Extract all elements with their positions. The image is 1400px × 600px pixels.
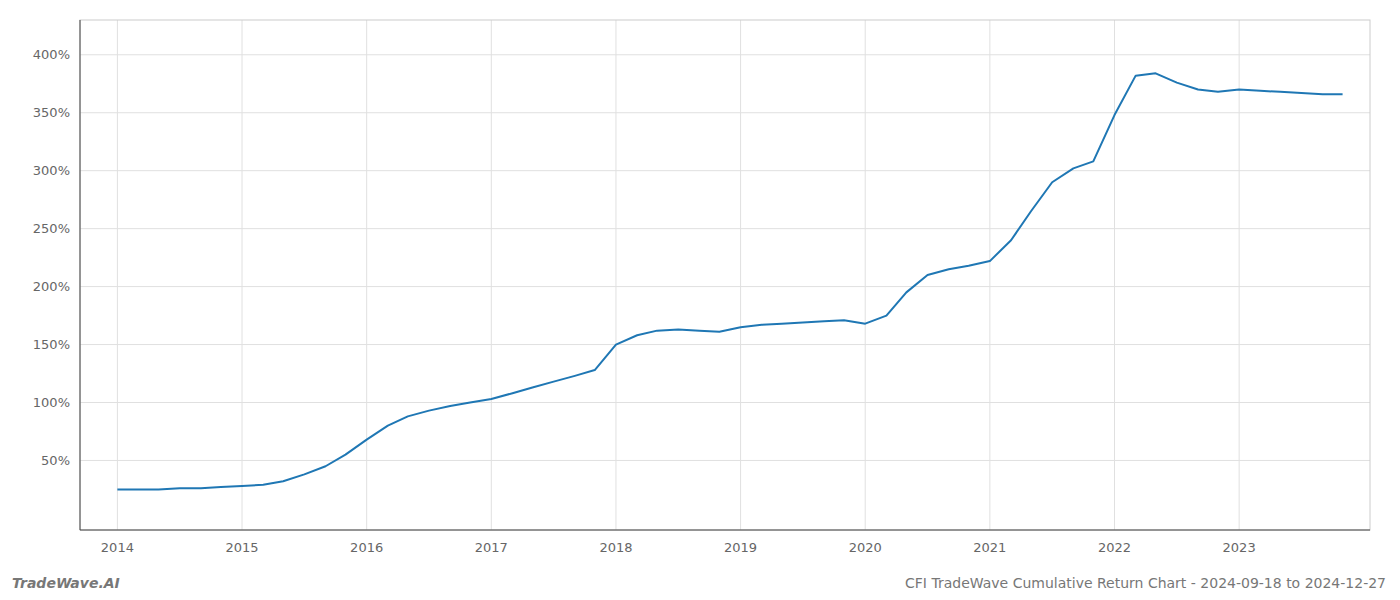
x-grid-line xyxy=(740,20,741,530)
y-grid-line xyxy=(80,286,1370,287)
x-tick-label: 2019 xyxy=(724,540,757,555)
y-grid-line xyxy=(80,170,1370,171)
y-tick-label: 250% xyxy=(33,221,70,236)
x-tick-label: 2016 xyxy=(350,540,383,555)
y-grid-line xyxy=(80,344,1370,345)
y-tick-label: 150% xyxy=(33,337,70,352)
tick-labels: 2014 2015 2016 2017 2018 2019 2020 2021 2022 2023… xyxy=(33,47,1256,555)
line xyxy=(117,73,1342,489)
x-grid-line xyxy=(491,20,492,530)
x-grid-line xyxy=(117,20,118,530)
y-tick-label: 300% xyxy=(33,163,70,178)
chart: 2014 2015 2016 2017 2018 2019 2020 2021 2022 2023… xyxy=(0,0,1400,600)
y-grid-line xyxy=(80,460,1370,461)
grid xyxy=(80,20,1370,530)
y-tick-label: 350% xyxy=(33,105,70,120)
x-tick-label: 2021 xyxy=(973,540,1006,555)
y-grid-line xyxy=(80,54,1370,55)
x-tick-label: 2017 xyxy=(475,540,508,555)
title: CFI TradeWave Cumulative Return Chart - … xyxy=(905,575,1386,591)
plot-frame xyxy=(80,20,1370,530)
x-grid-line xyxy=(865,20,866,530)
series xyxy=(117,73,1342,489)
x-grid-line xyxy=(1114,20,1115,530)
y-tick-label: 200% xyxy=(33,279,70,294)
y-grid-line xyxy=(80,228,1370,229)
x-grid-line xyxy=(366,20,367,530)
y-grid-line xyxy=(80,402,1370,403)
y-axis-line xyxy=(80,20,81,530)
y-tick-label: 50% xyxy=(41,453,70,468)
x-grid-line xyxy=(242,20,243,530)
x-grid-line xyxy=(615,20,616,530)
x-tick-label: 2015 xyxy=(225,540,258,555)
x-tick-label: 2014 xyxy=(101,540,134,555)
y-tick-label: 100% xyxy=(33,395,70,410)
y-tick-label: 400% xyxy=(33,47,70,62)
x-tick-label: 2023 xyxy=(1223,540,1256,555)
x-axis-line xyxy=(80,530,1370,531)
y-grid-line xyxy=(80,112,1370,113)
x-tick-label: 2020 xyxy=(849,540,882,555)
x-grid-line xyxy=(989,20,990,530)
watermark: TradeWave.AI xyxy=(12,575,120,591)
x-grid-line xyxy=(1239,20,1240,530)
x-tick-label: 2022 xyxy=(1098,540,1131,555)
x-tick-label: 2018 xyxy=(599,540,632,555)
